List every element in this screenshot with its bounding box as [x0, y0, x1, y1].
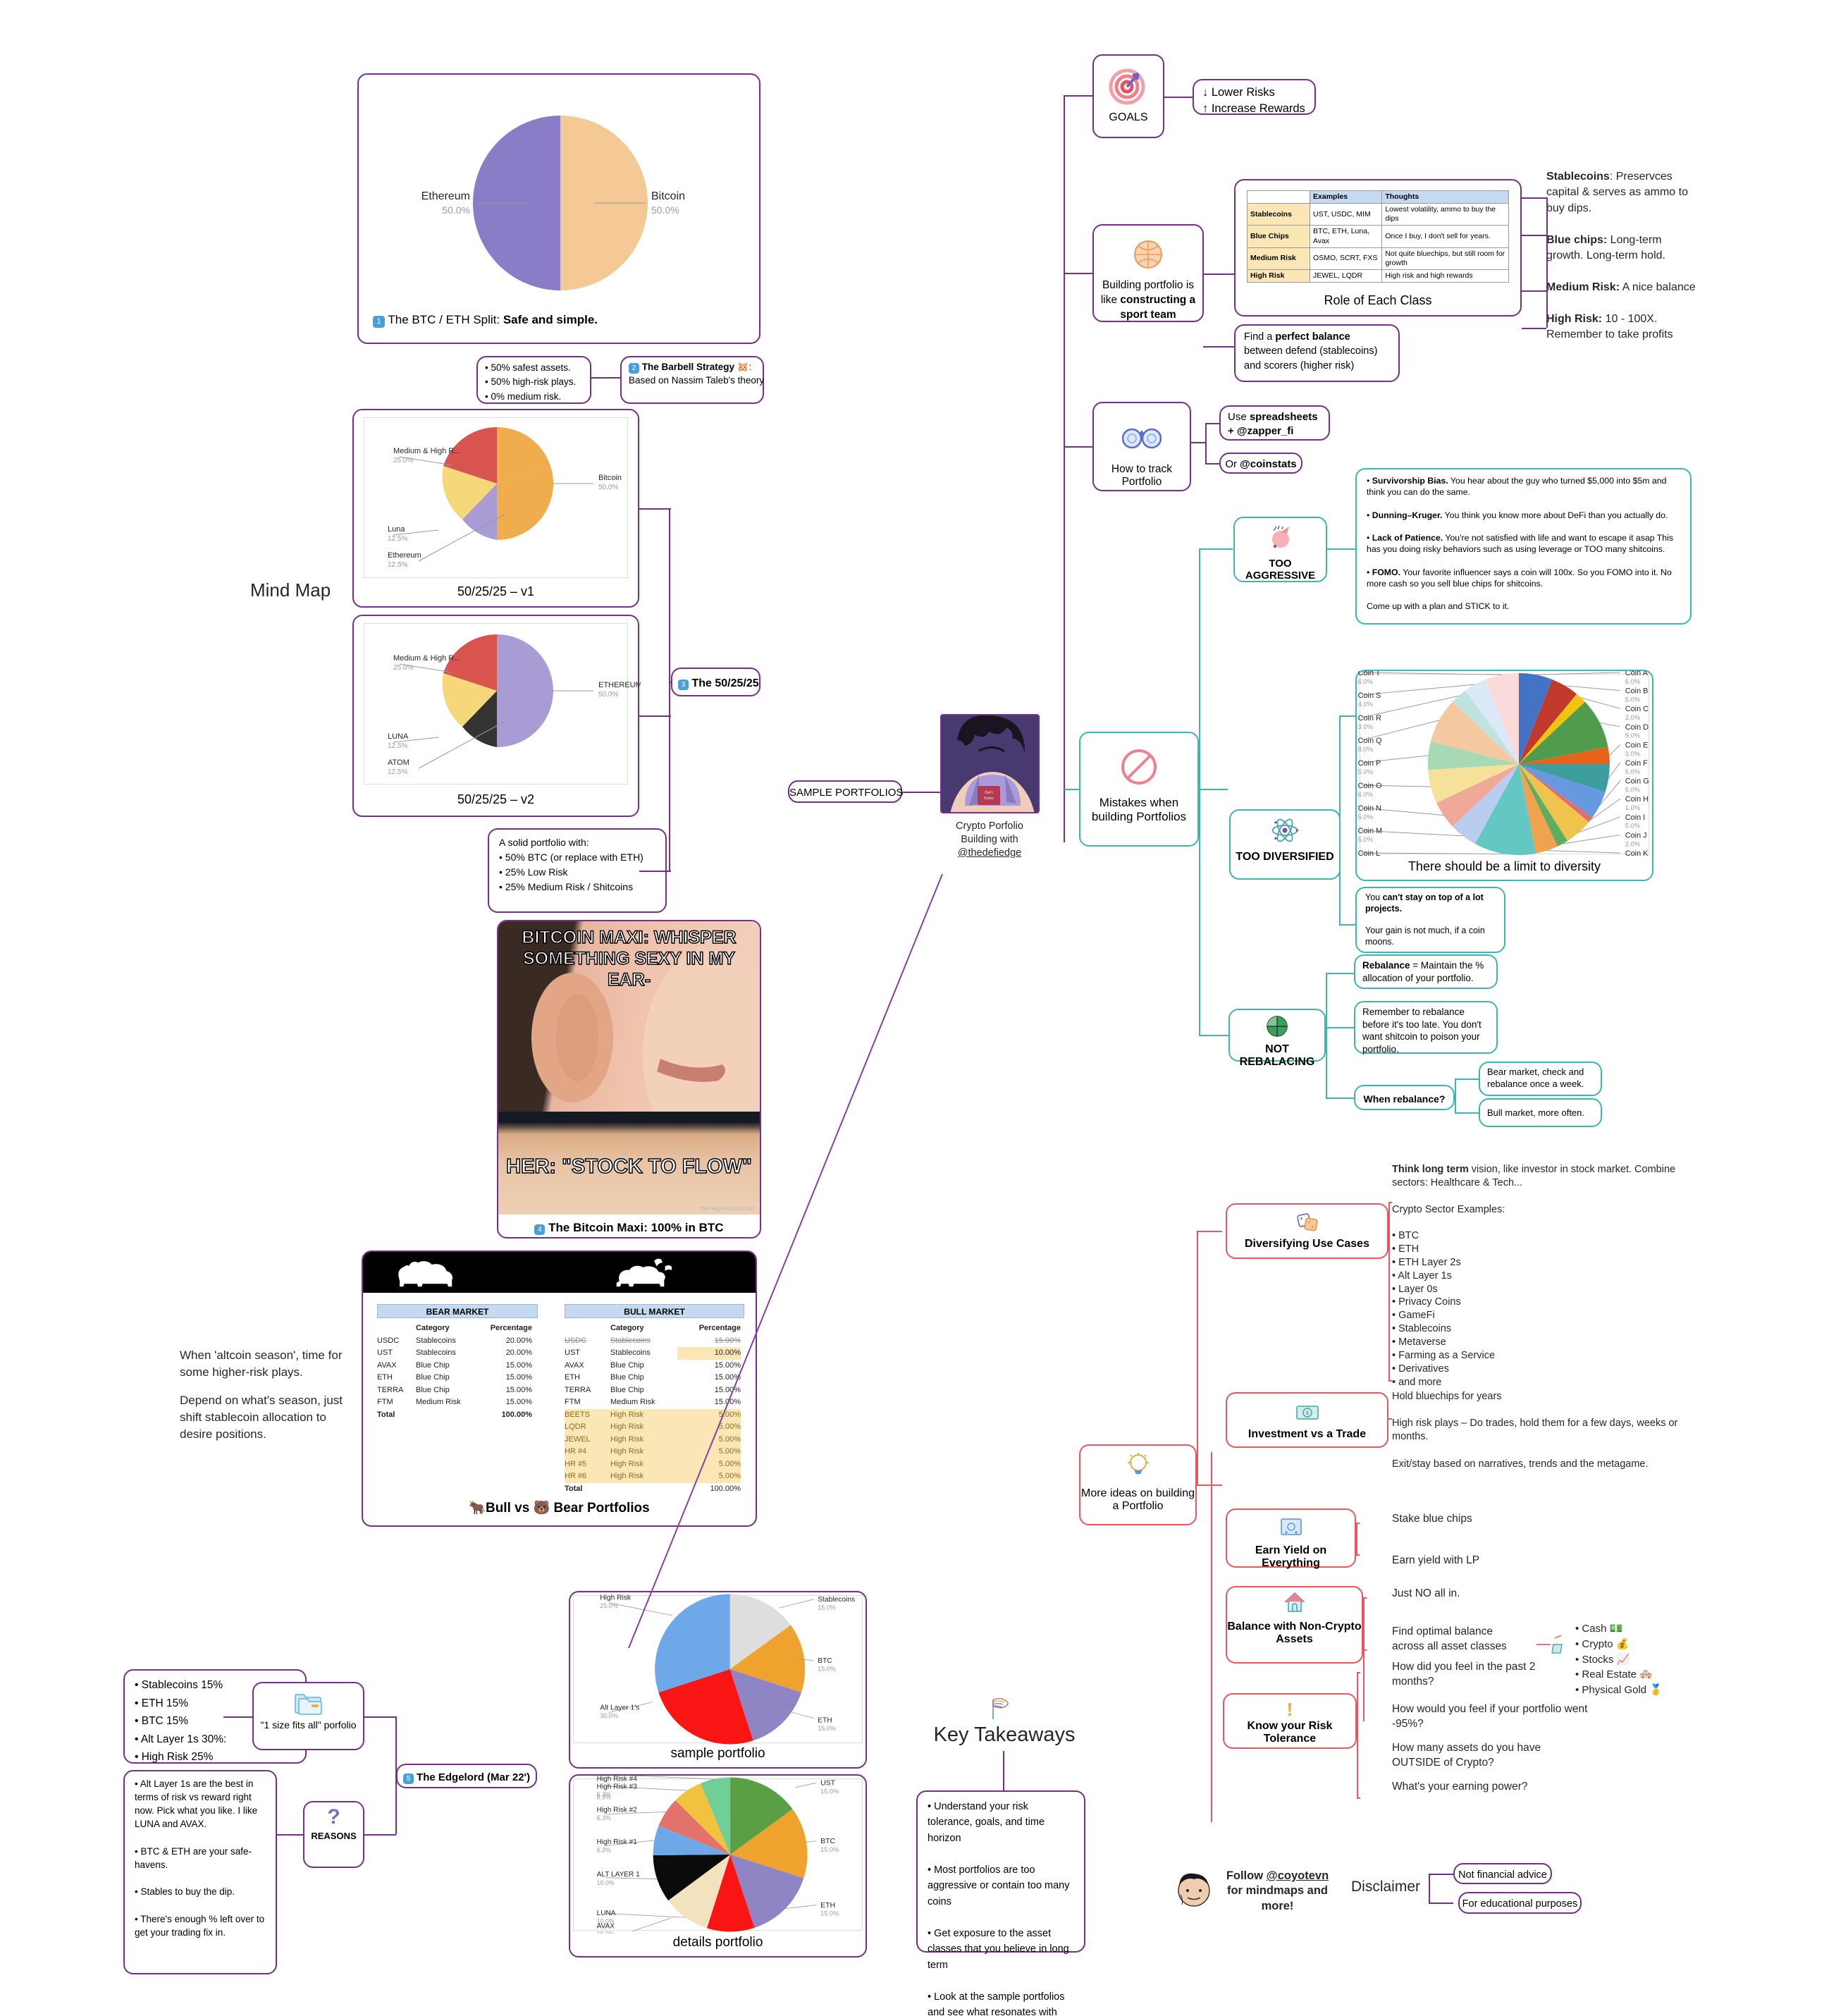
svg-text:5.0%: 5.0% — [1625, 768, 1641, 775]
svg-text:Coin T: Coin T — [1358, 671, 1381, 677]
svg-text:10.0%: 10.0% — [597, 1879, 615, 1886]
svg-text:BTC: BTC — [820, 1837, 835, 1845]
svg-text:6.3%: 6.3% — [597, 1814, 611, 1821]
svg-text:Coin I: Coin I — [1625, 813, 1646, 822]
svg-text:Coin K: Coin K — [1625, 849, 1649, 857]
svg-text:6.3%: 6.3% — [597, 1847, 611, 1854]
svg-text:12.5%: 12.5% — [388, 742, 407, 750]
svg-text:UST: UST — [820, 1778, 836, 1787]
svg-text:DeFi: DeFi — [985, 791, 993, 795]
svg-text:50.0%: 50.0% — [598, 691, 618, 699]
svg-text:BTC: BTC — [818, 1657, 832, 1665]
svg-text:High Risk: High Risk — [600, 1594, 632, 1602]
svg-text:25.0%: 25.0% — [600, 1602, 618, 1609]
svg-text:Coin H: Coin H — [1625, 795, 1649, 804]
svg-text:3.0%: 3.0% — [1625, 749, 1641, 757]
svg-text:25.0%: 25.0% — [393, 457, 413, 465]
svg-text:High Risk #4: High Risk #4 — [597, 1776, 638, 1783]
svg-text:Medium & High R...: Medium & High R... — [393, 654, 460, 663]
svg-text:15.0%: 15.0% — [820, 1910, 839, 1917]
svg-text:Coin B: Coin B — [1625, 687, 1649, 696]
svg-text:Coin D: Coin D — [1625, 723, 1649, 732]
svg-text:5.0%: 5.0% — [1358, 835, 1374, 843]
svg-text:ALT LAYER 1: ALT LAYER 1 — [597, 1871, 641, 1879]
svg-text:2.0%: 2.0% — [1625, 713, 1641, 721]
svg-text:Coin L: Coin L — [1358, 849, 1381, 857]
svg-text:50.0%: 50.0% — [598, 484, 618, 491]
svg-text:5.0%: 5.0% — [1625, 822, 1641, 830]
svg-text:30.0%: 30.0% — [600, 1712, 618, 1719]
svg-text:6.0%: 6.0% — [1358, 790, 1374, 798]
svg-text:6.3%: 6.3% — [597, 1794, 611, 1801]
svg-text:6.0%: 6.0% — [1625, 677, 1641, 685]
svg-text:ETH: ETH — [820, 1901, 835, 1910]
svg-text:50.0%: 50.0% — [442, 204, 470, 216]
svg-text:Coin Q: Coin Q — [1358, 737, 1382, 745]
svg-text:ATOM: ATOM — [388, 758, 409, 767]
svg-text:5.0%: 5.0% — [1358, 768, 1374, 775]
svg-text:50.0%: 50.0% — [651, 204, 679, 216]
svg-text:6.0%: 6.0% — [1358, 677, 1374, 685]
svg-text:15.0%: 15.0% — [818, 1665, 836, 1672]
svg-text:12.5%: 12.5% — [388, 535, 407, 543]
svg-text:Bitcoin: Bitcoin — [651, 190, 685, 202]
svg-text:Alt Layer 1's: Alt Layer 1's — [600, 1704, 639, 1711]
svg-text:Coin O: Coin O — [1358, 782, 1382, 790]
svg-text:2.0%: 2.0% — [1625, 840, 1641, 847]
svg-text:15.0%: 15.0% — [818, 1725, 836, 1732]
svg-text:12.5%: 12.5% — [388, 561, 407, 569]
svg-text:Coin R: Coin R — [1358, 714, 1381, 723]
svg-text:Coin E: Coin E — [1625, 741, 1649, 749]
svg-text:Coin P: Coin P — [1358, 759, 1381, 768]
svg-text:Coin J: Coin J — [1625, 831, 1647, 840]
svg-text:10.0%: 10.0% — [597, 1930, 615, 1934]
svg-text:5.0%: 5.0% — [1625, 786, 1641, 794]
svg-text:Bitcoin: Bitcoin — [598, 474, 622, 482]
svg-text:Medium & High R...: Medium & High R... — [393, 447, 460, 455]
svg-text:Coin N: Coin N — [1358, 804, 1381, 813]
svg-text:$: $ — [1306, 1411, 1309, 1416]
svg-text:ETH: ETH — [818, 1716, 832, 1724]
svg-text:9.0%: 9.0% — [1625, 732, 1641, 739]
svg-text:Stablecoins: Stablecoins — [818, 1596, 855, 1604]
svg-text:25.0%: 25.0% — [393, 664, 413, 672]
svg-text:5.0%: 5.0% — [1358, 813, 1374, 820]
svg-text:15.0%: 15.0% — [820, 1846, 839, 1853]
svg-text:8.0%: 8.0% — [1358, 745, 1374, 753]
svg-text:High Risk #1: High Risk #1 — [597, 1838, 638, 1846]
svg-text:LUNA: LUNA — [388, 732, 409, 741]
svg-text:High Risk #3: High Risk #3 — [597, 1783, 638, 1791]
svg-text:ETHEREUM: ETHEREUM — [598, 681, 641, 689]
svg-text:12.5%: 12.5% — [388, 768, 407, 776]
svg-text:Coin F: Coin F — [1625, 759, 1648, 768]
svg-text:High Risk #2: High Risk #2 — [597, 1806, 638, 1814]
svg-text:Luna: Luna — [388, 525, 405, 534]
svg-text:LUNA: LUNA — [597, 1910, 616, 1917]
svg-text:1.0%: 1.0% — [1625, 804, 1641, 811]
svg-text:3.0%: 3.0% — [1358, 723, 1374, 730]
svg-text:Ethereum: Ethereum — [388, 551, 421, 560]
svg-text:Coin M: Coin M — [1358, 827, 1383, 835]
svg-text:5.0%: 5.0% — [1625, 695, 1641, 703]
svg-text:Coin G: Coin G — [1625, 777, 1649, 786]
svg-text:Notes: Notes — [984, 797, 994, 801]
svg-text:Coin S: Coin S — [1358, 692, 1381, 700]
svg-text:4.0%: 4.0% — [1358, 700, 1374, 708]
svg-text:15.0%: 15.0% — [818, 1604, 836, 1611]
svg-text:Coin A: Coin A — [1625, 671, 1649, 677]
svg-text:Coin C: Coin C — [1625, 705, 1649, 713]
svg-text:15.0%: 15.0% — [820, 1788, 839, 1795]
svg-text:AVAX: AVAX — [597, 1922, 615, 1930]
svg-text:Ethereum: Ethereum — [421, 190, 470, 202]
